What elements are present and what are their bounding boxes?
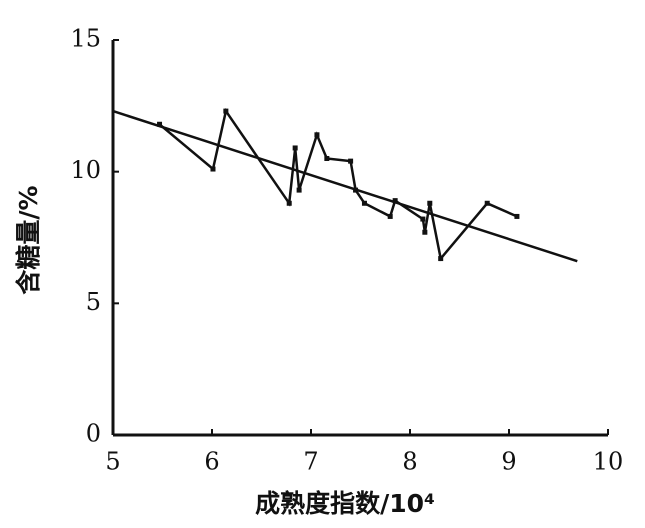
x-tick-label: 10 bbox=[593, 448, 624, 476]
y-axis-label: 含糖量/% bbox=[14, 185, 43, 294]
x-tick-label: 5 bbox=[105, 448, 120, 476]
data-point bbox=[427, 200, 433, 206]
x-axis-label: 成熟度指数/10⁴ bbox=[255, 489, 435, 518]
data-line bbox=[112, 109, 578, 263]
data-point bbox=[324, 156, 330, 161]
data-point bbox=[157, 121, 163, 127]
data-point bbox=[422, 229, 428, 235]
data-point bbox=[484, 200, 490, 206]
data-point bbox=[387, 213, 393, 219]
data-point bbox=[392, 198, 398, 204]
data-point bbox=[348, 158, 354, 164]
data-point bbox=[514, 213, 520, 219]
data-point bbox=[438, 256, 444, 262]
data-point bbox=[286, 200, 292, 206]
data-point bbox=[210, 166, 216, 172]
data-point bbox=[361, 200, 367, 206]
data-point bbox=[292, 145, 298, 151]
x-tick-label: 9 bbox=[501, 448, 516, 476]
data-point bbox=[296, 187, 302, 193]
data-point bbox=[314, 132, 320, 138]
x-tick-label: 8 bbox=[402, 448, 417, 476]
x-tick-label: 6 bbox=[204, 448, 219, 476]
y-tick-label: 0 bbox=[86, 420, 101, 448]
data-point bbox=[420, 216, 426, 222]
x-tick-label: 7 bbox=[303, 448, 318, 476]
y-tick-label: 10 bbox=[70, 156, 101, 184]
y-tick-label: 15 bbox=[70, 25, 101, 53]
y-tick-label: 5 bbox=[86, 288, 101, 316]
data-point bbox=[223, 108, 229, 114]
